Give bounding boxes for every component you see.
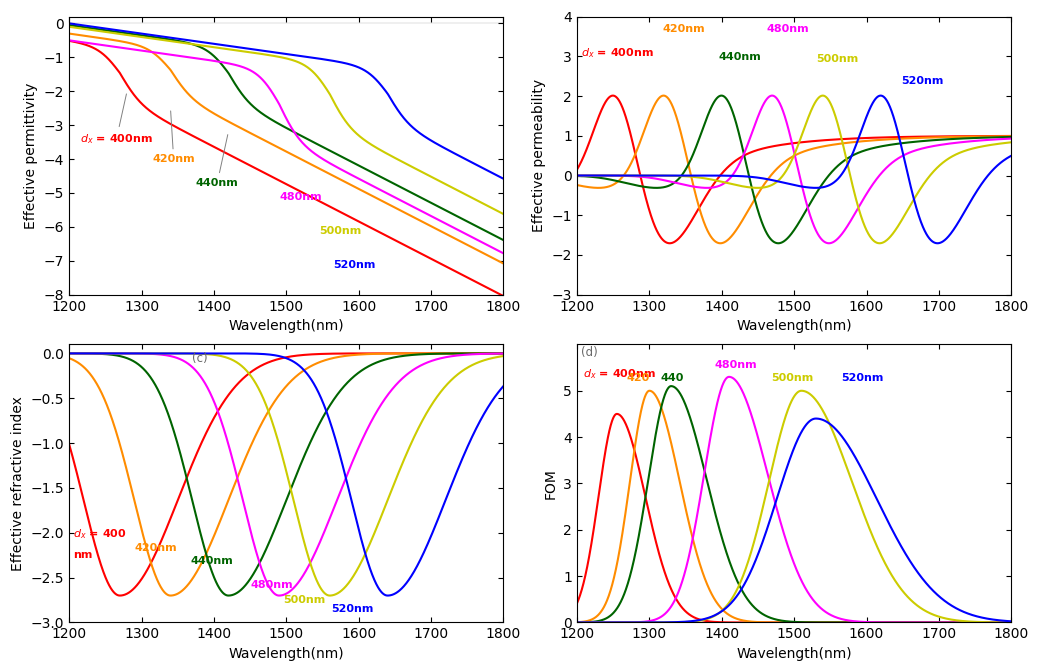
Text: 500nm: 500nm: [771, 374, 813, 384]
Text: 480nm: 480nm: [279, 192, 321, 202]
X-axis label: Wavelength(nm): Wavelength(nm): [229, 319, 344, 333]
Text: 440nm: 440nm: [719, 52, 761, 62]
Text: $d_x$ = 400nm: $d_x$ = 400nm: [80, 94, 153, 146]
Text: 420nm: 420nm: [153, 111, 196, 165]
Text: 520nm: 520nm: [902, 76, 943, 86]
X-axis label: Wavelength(nm): Wavelength(nm): [736, 647, 852, 661]
Text: 500nm: 500nm: [319, 226, 361, 236]
Text: 480nm: 480nm: [714, 360, 757, 370]
Text: (c): (c): [192, 352, 208, 366]
Text: 420nm: 420nm: [134, 543, 177, 552]
Text: 500nm: 500nm: [283, 595, 326, 605]
Text: 440nm: 440nm: [196, 134, 238, 188]
Y-axis label: Effective permittivity: Effective permittivity: [24, 83, 38, 229]
Y-axis label: FOM: FOM: [544, 468, 557, 499]
Text: 480nm: 480nm: [766, 24, 809, 34]
Text: 500nm: 500nm: [815, 54, 858, 65]
Text: 520nm: 520nm: [841, 374, 884, 384]
Text: 420nm: 420nm: [662, 24, 705, 34]
Text: 520nm: 520nm: [331, 603, 373, 614]
Y-axis label: Effective refractive index: Effective refractive index: [11, 396, 25, 571]
Text: $d_x$ = 400: $d_x$ = 400: [73, 528, 127, 541]
Text: 420: 420: [626, 374, 650, 384]
Text: $d_x$ = 400nm: $d_x$ = 400nm: [580, 46, 653, 60]
Text: 480nm: 480nm: [250, 581, 292, 591]
Text: (d): (d): [580, 346, 597, 359]
Y-axis label: Effective permeability: Effective permeability: [532, 79, 546, 233]
Text: 520nm: 520nm: [333, 259, 375, 269]
Text: 440nm: 440nm: [190, 556, 234, 566]
Text: nm: nm: [73, 550, 93, 560]
Text: 440: 440: [661, 374, 684, 384]
Text: $d_x$ = 400nm: $d_x$ = 400nm: [582, 367, 655, 380]
X-axis label: Wavelength(nm): Wavelength(nm): [736, 319, 852, 333]
X-axis label: Wavelength(nm): Wavelength(nm): [229, 647, 344, 661]
